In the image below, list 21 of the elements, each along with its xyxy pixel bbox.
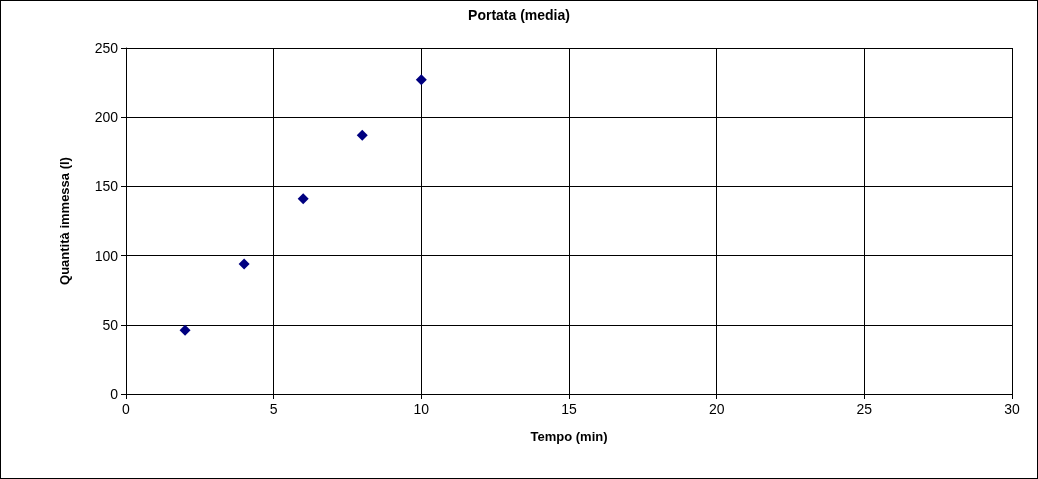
chart-title: Portata (media) — [468, 7, 570, 23]
point — [179, 324, 191, 336]
y-axis-title: Quantità immessa (l) — [57, 157, 72, 285]
x-axis-title: Tempo (min) — [530, 429, 608, 444]
x-tick-label: 30 — [1004, 401, 1020, 417]
point — [356, 129, 368, 141]
y-tick-label: 250 — [94, 40, 119, 56]
x-tick-label: 20 — [708, 401, 725, 417]
point — [415, 74, 427, 86]
point — [238, 258, 250, 270]
x-tick-label: 0 — [122, 401, 131, 417]
point — [297, 193, 309, 205]
x-tick-label: 15 — [561, 401, 577, 417]
y-tick-label: 50 — [102, 316, 119, 333]
x-tick-label: 25 — [856, 401, 873, 417]
y-tick-label: 100 — [94, 247, 119, 264]
x-tick-label: 10 — [413, 401, 430, 417]
x-tick-label: 5 — [269, 401, 278, 417]
y-tick-label: 150 — [94, 178, 119, 195]
y-tick-label: 0 — [110, 386, 119, 402]
y-tick-label: 200 — [94, 109, 119, 126]
